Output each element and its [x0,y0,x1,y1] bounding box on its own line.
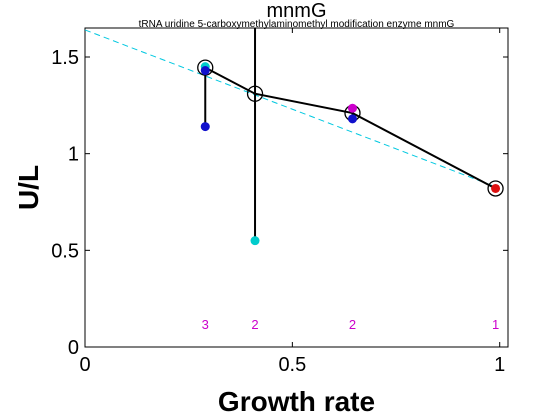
x-tick-label: 1 [494,354,505,376]
y-tick-label: 0 [68,337,79,359]
mean-marker [197,59,214,76]
data-point [250,236,260,246]
data-point [200,66,210,76]
x-tick-label: 0.5 [278,354,306,376]
y-tick-label: 1 [68,144,79,166]
axis-ticks: 0 0.5 1 0 0.5 1 1.5 [51,28,508,376]
mean-line [204,66,497,190]
mean-marker [487,180,504,197]
sample-count-group: 3 2 2 1 [202,317,500,332]
data-point [347,114,357,124]
sample-count-label: 2 [349,317,356,332]
points-group [200,62,501,246]
chart-subtitle: tRNA uridine 5-carboxymethylaminomethyl … [139,19,455,30]
chart-title: mnmG [267,0,327,22]
y-axis-title: U/L [13,165,44,210]
sample-count-label: 2 [251,317,258,332]
fit-line [84,29,500,189]
fit-line-group [84,29,500,189]
error-bar-group [204,28,354,241]
sample-count-label: 3 [202,317,209,332]
y-tick-label: 0.5 [51,240,79,262]
x-tick-label: 0 [79,354,90,376]
data-point [347,103,357,113]
plot-area: 0 0.5 1 0 0.5 1 1.5 3 2 2 1 [51,27,509,376]
data-point [200,122,210,132]
sample-count-label: 1 [492,317,499,332]
data-point [491,183,501,193]
mean-marker [246,85,264,102]
y-tick-label: 1.5 [51,47,79,69]
plot-frame [84,27,509,348]
mean-series-group [197,59,504,197]
x-axis-title: Growth rate [218,386,375,417]
